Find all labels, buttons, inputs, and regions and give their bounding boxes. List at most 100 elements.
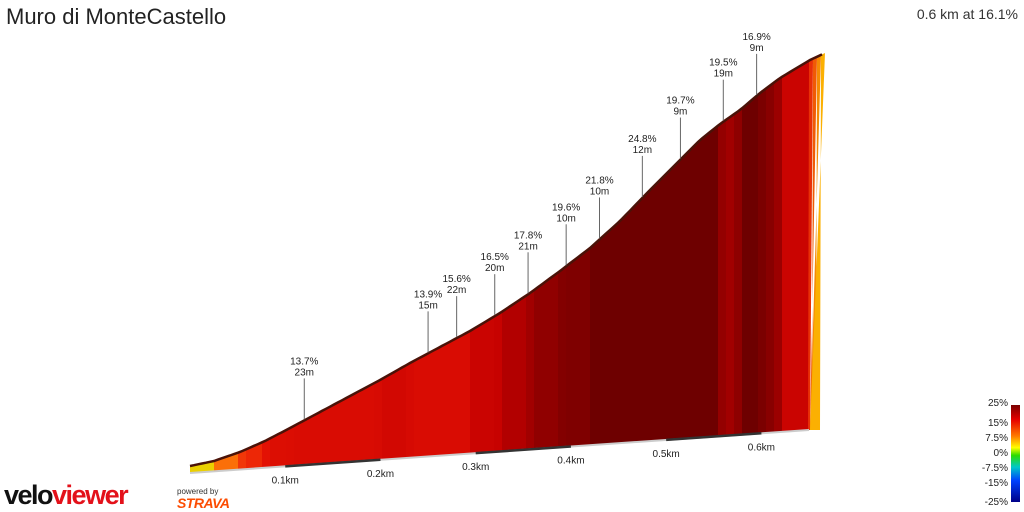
- x-tick-label: 0.2km: [367, 469, 394, 480]
- gradient-strip: [278, 430, 287, 467]
- gradient-strip: [726, 114, 735, 436]
- segment-length-label: 9m: [750, 43, 764, 54]
- gradient-strip: [662, 170, 671, 441]
- segment-length-label: 12m: [633, 145, 652, 156]
- x-tick-label: 0.6km: [748, 442, 775, 453]
- segment-callout: 13.7%23m: [290, 356, 319, 420]
- gradient-strip: [630, 202, 639, 443]
- legend-label: -15%: [984, 478, 1008, 489]
- gradient-strip: [398, 365, 407, 459]
- gradient-strip: [526, 290, 535, 450]
- gradient-strip: [566, 260, 575, 447]
- segment-length-label: 9m: [673, 107, 687, 118]
- x-tick-label: 0.1km: [272, 475, 299, 486]
- legend-label: 15%: [987, 418, 1008, 429]
- distance-bar: [666, 432, 762, 442]
- gradient-strip: [294, 421, 303, 466]
- distance-bar: [475, 445, 572, 455]
- gradient-strip: [702, 132, 711, 438]
- gradient-strip: [374, 378, 383, 461]
- gradient-strip: [790, 67, 799, 432]
- gradient-strip: [710, 125, 719, 437]
- gradient-strip: [766, 82, 775, 433]
- legend-label: 0%: [993, 448, 1008, 459]
- segment-gradient-label: 24.8%: [628, 134, 656, 145]
- gradient-strip: [486, 316, 495, 453]
- gradient-strip: [238, 449, 247, 470]
- gradient-strip: [718, 119, 727, 437]
- segment-callout: 16.9%9m: [742, 32, 771, 95]
- gradient-strip: [438, 343, 447, 456]
- gradient-fill-strips: [190, 53, 825, 473]
- summit-face-strip: [808, 58, 813, 430]
- gradient-strip: [534, 284, 543, 450]
- gradient-strip: [422, 352, 431, 457]
- veloviewer-logo: veloviewer: [4, 480, 129, 510]
- gradient-strip: [430, 348, 439, 457]
- segment-length-label: 15m: [418, 300, 437, 311]
- distance-bar: [285, 458, 381, 468]
- gradient-strip: [686, 146, 695, 439]
- gradient-strip: [246, 445, 255, 470]
- powered-by-text: powered by: [177, 487, 219, 496]
- gradient-strip: [286, 425, 295, 467]
- segment-callout: 13.9%15m: [414, 289, 442, 353]
- x-tick-label: 0.3km: [462, 462, 489, 473]
- segment-gradient-label: 19.6%: [552, 202, 580, 213]
- gradient-strip: [230, 452, 239, 471]
- gradient-strip: [646, 186, 655, 442]
- segment-callout: 19.5%19m: [709, 58, 738, 121]
- gradient-strip: [606, 226, 615, 445]
- gradient-strip: [222, 455, 231, 471]
- gradient-strip: [774, 76, 783, 433]
- segment-callout: 17.8%21m: [514, 230, 542, 294]
- legend-color-bar: [1011, 405, 1020, 502]
- chart-title: Muro di MonteCastello: [6, 4, 227, 29]
- gradient-strip: [502, 306, 511, 452]
- segment-callouts: 13.7%23m13.9%15m15.6%22m16.5%20m17.8%21m…: [290, 32, 771, 420]
- legend-label: -7.5%: [981, 463, 1008, 474]
- gradient-strip: [550, 272, 559, 448]
- segment-callout: 15.6%22m: [442, 274, 471, 338]
- gradient-strip: [414, 356, 423, 458]
- x-tick-label: 0.5km: [653, 449, 680, 460]
- gradient-strip: [390, 369, 399, 460]
- segment-gradient-label: 19.5%: [709, 58, 737, 69]
- profile-outline: [189, 53, 823, 468]
- legend-label: -25%: [984, 497, 1008, 508]
- segment-gradient-label: 13.9%: [414, 289, 442, 300]
- segment-callout: 21.8%10m: [585, 175, 614, 239]
- gradient-strip: [622, 210, 631, 443]
- gradient-strip: [454, 335, 463, 455]
- summit-face-strip: [810, 53, 825, 430]
- segment-gradient-label: 13.7%: [290, 356, 318, 367]
- gradient-strip: [510, 301, 519, 451]
- segment-length-label: 19m: [714, 69, 733, 80]
- segment-length-label: 23m: [295, 367, 314, 378]
- gradient-strip: [654, 178, 663, 441]
- gradient-strip: [270, 434, 279, 468]
- segment-callout: 24.8%12m: [628, 134, 657, 197]
- legend-label: 7.5%: [985, 433, 1008, 444]
- gradient-strip: [694, 138, 703, 438]
- gradient-strip: [446, 339, 455, 456]
- gradient-strip: [358, 387, 367, 462]
- gradient-strip: [262, 438, 271, 468]
- gradient-strip: [318, 408, 327, 465]
- gradient-strip: [406, 360, 415, 458]
- gradient-strip: [366, 383, 375, 461]
- segment-callout: 19.7%9m: [666, 96, 695, 159]
- gradient-strip: [582, 248, 591, 446]
- gradient-strip: [574, 254, 583, 447]
- segment-length-label: 20m: [485, 263, 504, 274]
- gradient-strip: [614, 218, 623, 444]
- segment-length-label: 10m: [556, 213, 575, 224]
- gradient-strip: [670, 162, 679, 440]
- gradient-strip: [598, 233, 607, 445]
- segment-length-label: 21m: [518, 241, 537, 252]
- gradient-strip: [478, 321, 487, 453]
- gradient-strip: [462, 331, 471, 455]
- gradient-strip: [518, 295, 527, 451]
- segment-gradient-label: 21.8%: [585, 175, 613, 186]
